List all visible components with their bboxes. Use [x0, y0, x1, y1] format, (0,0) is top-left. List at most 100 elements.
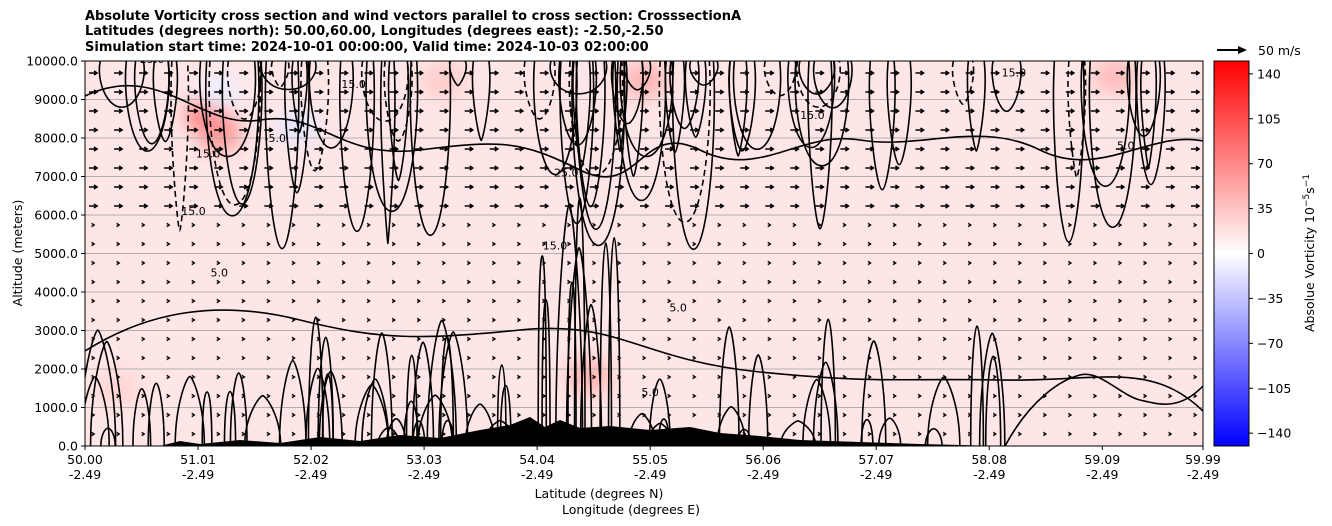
- contour-label: 15.0: [196, 147, 221, 160]
- wind-vector: [139, 165, 149, 171]
- wind-vector: [314, 146, 324, 152]
- wind-vector: [1042, 412, 1048, 418]
- wind-vector: [1118, 241, 1123, 247]
- contour-line: [204, 61, 260, 217]
- wind-vector: [792, 374, 797, 380]
- wind-vector: [1067, 298, 1073, 304]
- contour-line: [541, 299, 551, 446]
- contour-line: [787, 61, 836, 149]
- x-tick-label-lat: 50.00: [67, 452, 103, 467]
- wind-vector: [116, 222, 121, 228]
- wind-vector: [667, 317, 672, 323]
- wind-vector: [1118, 374, 1123, 380]
- wind-vector: [842, 241, 847, 247]
- wind-vector: [1193, 431, 1198, 437]
- wind-vector: [617, 317, 622, 323]
- wind-vector: [1015, 203, 1026, 209]
- contour-line: [610, 61, 644, 125]
- wind-vector: [1017, 222, 1023, 228]
- wind-vector: [1115, 165, 1126, 171]
- wind-vector: [592, 317, 597, 323]
- wind-vector: [214, 146, 224, 152]
- wind-vector: [266, 431, 271, 437]
- contour-label: 5.0: [669, 301, 687, 314]
- wind-vector: [792, 317, 797, 323]
- contour-line: [991, 61, 1022, 113]
- wind-vector: [1168, 431, 1173, 437]
- wind-vector: [917, 374, 922, 380]
- wind-vector: [1115, 89, 1126, 95]
- wind-vector: [291, 317, 296, 323]
- wind-vector: [940, 184, 950, 190]
- wind-vector: [316, 336, 321, 342]
- wind-vector: [1065, 203, 1076, 209]
- wind-vector: [1168, 298, 1173, 304]
- wind-vector: [466, 374, 472, 380]
- x-axis-label-secondary: Longitude (degrees E): [562, 502, 700, 517]
- wind-vector: [867, 260, 872, 266]
- wind-vector: [139, 146, 149, 152]
- wind-vector: [1165, 89, 1176, 95]
- wind-vector: [867, 374, 872, 380]
- wind-vector: [266, 298, 271, 304]
- wind-vector: [614, 203, 625, 209]
- contour-line: [684, 61, 707, 138]
- wind-vector: [466, 355, 472, 361]
- wind-vector: [592, 336, 597, 342]
- contour-line: [718, 326, 740, 446]
- wind-vector: [842, 222, 847, 228]
- wind-vector: [114, 127, 124, 133]
- wind-vector: [767, 412, 772, 418]
- wind-vector: [717, 298, 722, 304]
- wind-vector: [1118, 298, 1123, 304]
- wind-vector: [942, 393, 947, 399]
- wind-vector: [767, 374, 772, 380]
- colorbar-label: Absolue Vorticity 10−5s−1: [1302, 174, 1317, 332]
- wind-vector: [189, 203, 199, 209]
- wind-vector: [765, 184, 775, 190]
- x-axis: 50.00-2.4951.01-2.4952.02-2.4953.03-2.49…: [67, 446, 1221, 482]
- wind-vector: [842, 393, 847, 399]
- wind-vector: [114, 165, 124, 171]
- wind-vector: [965, 184, 976, 190]
- wind-vector: [992, 393, 998, 399]
- wind-vector: [466, 222, 472, 228]
- contour-line: [405, 354, 418, 446]
- wind-vector: [715, 70, 725, 76]
- wind-vector: [1193, 241, 1198, 247]
- wind-vector: [992, 279, 998, 285]
- wind-vector: [617, 241, 622, 247]
- wind-vector: [792, 241, 797, 247]
- contour-line: [669, 61, 700, 130]
- wind-vector: [917, 393, 922, 399]
- contour-line: [537, 255, 548, 446]
- wind-vector: [815, 127, 825, 133]
- wind-vector: [965, 146, 976, 152]
- contour-line: [284, 61, 310, 194]
- wind-vector: [715, 203, 725, 209]
- wind-vector: [514, 184, 525, 190]
- wind-vector: [717, 412, 722, 418]
- wind-vector: [542, 279, 547, 285]
- wind-vector: [191, 260, 196, 266]
- wind-vector: [715, 89, 725, 95]
- wind-vector: [1015, 127, 1026, 133]
- x-tick-label-lat: 59.99: [1185, 452, 1221, 467]
- wind-vector: [942, 374, 947, 380]
- wind-vector: [589, 70, 600, 76]
- wind-vector: [341, 241, 346, 247]
- wind-vector: [91, 260, 96, 266]
- wind-vector: [139, 127, 149, 133]
- wind-vector: [742, 336, 747, 342]
- wind-vector: [665, 146, 675, 152]
- wind-vector: [339, 89, 349, 95]
- wind-vector: [692, 241, 697, 247]
- wind-vector: [642, 260, 647, 266]
- wind-vector: [790, 203, 800, 209]
- wind-vector: [642, 336, 647, 342]
- wind-vector: [865, 108, 875, 114]
- wind-vector: [191, 374, 196, 380]
- wind-vector: [1115, 146, 1126, 152]
- contour-label: -5.0: [265, 132, 286, 145]
- wind-vector: [542, 355, 547, 361]
